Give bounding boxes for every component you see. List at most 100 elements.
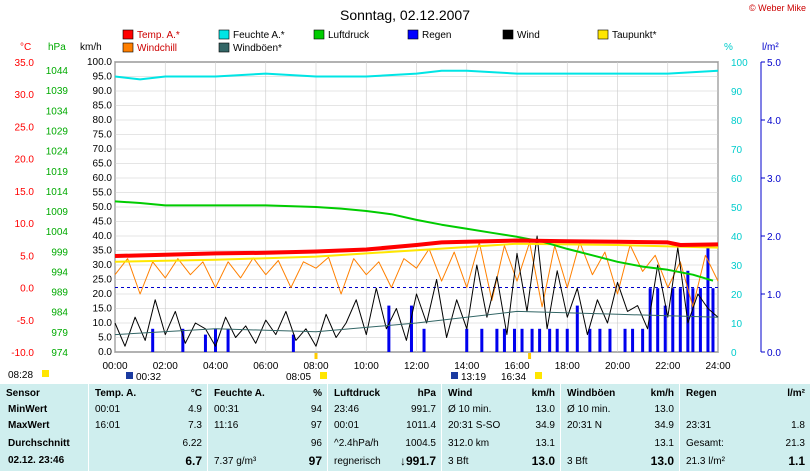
- legend-swatch: [502, 29, 514, 40]
- rain-bar: [588, 328, 592, 352]
- rain-bar: [422, 328, 426, 352]
- column-header: Feuchte A.: [214, 388, 265, 399]
- rain-bar: [409, 305, 413, 352]
- rain-tick-label: 0.0: [767, 348, 781, 359]
- row-detail: 00:31: [214, 404, 240, 415]
- x-tick-label: 14:00: [454, 361, 479, 372]
- press-tick-label: 1004: [46, 227, 69, 238]
- row-detail: ^2.4hPa/h: [334, 438, 379, 449]
- rain-bar: [214, 328, 217, 352]
- rain-bar: [656, 288, 660, 352]
- legend-label: Wind: [517, 30, 540, 41]
- hum-tick-label: 50: [731, 203, 743, 214]
- press-tick-label: 989: [51, 288, 68, 299]
- row-detail: 20:31 S-SO: [448, 420, 501, 431]
- copyright-label: © Weber Mike: [749, 3, 806, 13]
- rain-unit-label: l/m²: [762, 42, 779, 53]
- legend-label: Windböen*: [233, 43, 282, 54]
- time-marker: 08:05: [286, 372, 311, 383]
- column-header: Temp. A.: [95, 388, 137, 399]
- legend-label: Feuchte A.*: [233, 30, 285, 41]
- hum-tick-label: 90: [731, 87, 743, 98]
- row-detail: Gesamt:: [686, 438, 724, 449]
- rain-bar: [151, 328, 155, 352]
- x-tick-label: 20:00: [605, 361, 630, 372]
- table-column: Temp. A. °C 00:01 4.9 16:01 7.3 6.22 6.7: [88, 384, 208, 471]
- column-header: Windböen: [567, 388, 616, 399]
- table-column: Sensor MinWert MaxWert Durchschnitt 02.12. 2…: [0, 384, 88, 471]
- rain-bar: [538, 328, 542, 352]
- wind-tick-label: 15.0: [93, 304, 113, 315]
- rain-bar: [548, 328, 552, 352]
- current-value: 13.0: [650, 454, 674, 468]
- wind-tick-label: 0.0: [98, 347, 112, 358]
- wind-tick-label: 70.0: [93, 144, 113, 155]
- press-tick-label: 1014: [46, 187, 69, 198]
- wind-unit-label: km/h: [80, 42, 102, 53]
- x-tick-label: 02:00: [153, 361, 178, 372]
- rain-bar: [465, 328, 469, 352]
- temp-tick-label: 30.0: [15, 90, 35, 101]
- x-tick-label: 12:00: [404, 361, 429, 372]
- rain-bar: [608, 328, 612, 352]
- current-datetime: 02.12. 23:46: [8, 455, 65, 466]
- hum-tick-label: 40: [731, 232, 743, 243]
- wind-tick-label: 40.0: [93, 231, 113, 242]
- rain-bar: [502, 328, 506, 352]
- current-value: 1.1: [788, 454, 805, 468]
- row-value: 13.1: [654, 438, 674, 449]
- series-line-windchill: [114, 241, 719, 308]
- press-tick-label: 1024: [46, 147, 69, 158]
- row-detail: 16:01: [95, 420, 121, 431]
- rain-bar: [512, 328, 516, 352]
- x-tick-label: 16:00: [504, 361, 529, 372]
- row-detail: 20:31 N: [567, 420, 603, 431]
- series-line-feuchtea: [114, 69, 719, 81]
- wind-tick-label: 100.0: [87, 57, 112, 68]
- legend-swatch: [218, 42, 230, 53]
- legend-label: Temp. A.*: [137, 30, 180, 41]
- legend-label: Regen: [422, 30, 451, 41]
- rain-bar: [565, 328, 569, 352]
- rain-bar: [631, 328, 635, 352]
- legend-swatch: [122, 42, 134, 53]
- x-tick-label: 22:00: [655, 361, 680, 372]
- row-value: 4.9: [188, 404, 202, 415]
- wind-tick-label: 45.0: [93, 217, 113, 228]
- column-header: Wind: [448, 388, 473, 399]
- rain-bar: [686, 270, 690, 352]
- marker-icon: [126, 372, 133, 379]
- row-value: 34.9: [654, 420, 674, 431]
- press-unit-label: hPa: [48, 42, 66, 53]
- marker-icon: [42, 370, 49, 377]
- column-header: Luftdruck: [334, 388, 381, 399]
- row-detail: 11:16: [214, 420, 239, 431]
- hum-tick-label: 70: [731, 145, 743, 156]
- x-tick-label: 04:00: [203, 361, 228, 372]
- marker-icon: [535, 372, 542, 379]
- row-value: 13.1: [535, 438, 555, 449]
- column-unit: km/h: [650, 388, 674, 399]
- wind-tick-label: 25.0: [93, 275, 113, 286]
- row-detail: 00:01: [334, 420, 360, 431]
- legend-swatch: [122, 29, 134, 40]
- wind-tick-label: 10.0: [93, 318, 113, 329]
- row-value: 991.7: [410, 404, 436, 415]
- column-unit: %: [313, 388, 322, 399]
- row-value: 7.3: [188, 420, 202, 431]
- press-tick-label: 1034: [46, 106, 69, 117]
- rain-bar: [495, 328, 499, 352]
- rain-bar: [698, 288, 702, 352]
- x-tick-label: 00:00: [102, 361, 127, 372]
- x-tick-label: 24:00: [705, 361, 730, 372]
- column-header: Regen: [686, 388, 717, 399]
- table-column: Windböen km/h Ø 10 min. 13.0 20:31 N 34.9 13.1…: [560, 384, 680, 471]
- press-tick-label: 999: [51, 247, 68, 258]
- column-unit: hPa: [417, 388, 436, 399]
- temp-tick-label: 35.0: [15, 58, 35, 69]
- wind-tick-label: 35.0: [93, 246, 113, 257]
- temp-tick-label: -5.0: [17, 316, 35, 327]
- wind-tick-label: 85.0: [93, 101, 113, 112]
- wind-tick-label: 5.0: [98, 333, 112, 344]
- press-tick-label: 1039: [46, 86, 69, 97]
